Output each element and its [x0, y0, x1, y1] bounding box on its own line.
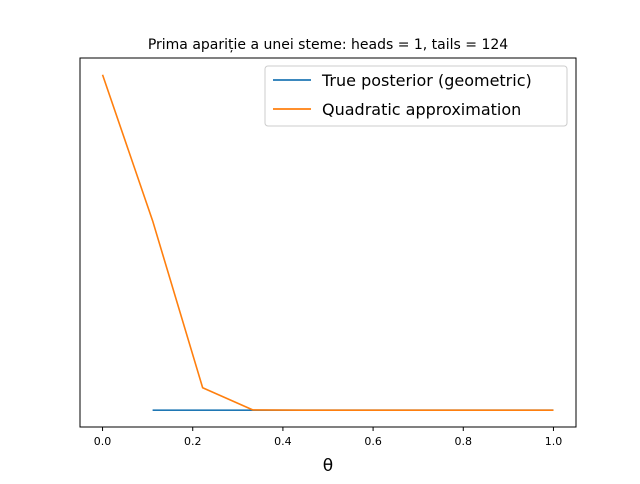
x-tick-label: 0.0 — [94, 435, 112, 448]
x-tick-label: 1.0 — [545, 435, 563, 448]
plot-frame — [79, 57, 577, 428]
x-tick-label: 0.2 — [184, 435, 202, 448]
series-line-2 — [101, 74, 554, 412]
x-axis: 0.0 0.2 0.4 0.6 0.8 1.0 — [94, 427, 562, 448]
x-tick-label: 0.4 — [274, 435, 292, 448]
legend-label-2: Quadratic approximation — [322, 100, 521, 119]
x-tick-label: 0.6 — [364, 435, 382, 448]
x-tick-label: 0.8 — [455, 435, 473, 448]
legend-items: True posterior (geometric) Quadratic appr… — [273, 71, 532, 119]
series-layer — [101, 74, 554, 412]
legend-frame — [264, 65, 568, 127]
x-axis-label: θ — [323, 456, 333, 476]
chart-title: Prima apariție a unei steme: heads = 1, … — [148, 37, 508, 53]
legend-label-1: True posterior (geometric) — [321, 71, 532, 90]
legend: True posterior (geometric) Quadratic appr… — [264, 65, 568, 127]
